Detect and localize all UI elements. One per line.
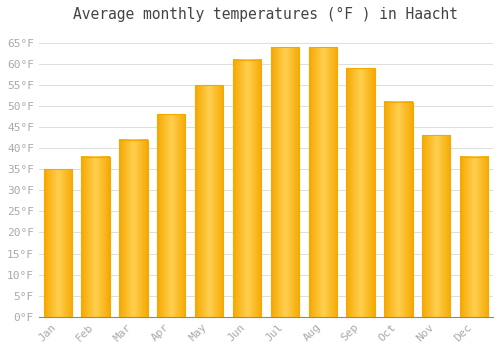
Bar xyxy=(422,135,450,317)
Bar xyxy=(270,47,299,317)
Bar xyxy=(346,68,375,317)
Bar xyxy=(44,169,72,317)
Bar xyxy=(195,85,224,317)
Bar xyxy=(233,60,261,317)
Bar xyxy=(119,140,148,317)
Bar xyxy=(460,156,488,317)
Bar xyxy=(157,114,186,317)
Bar xyxy=(82,156,110,317)
Title: Average monthly temperatures (°F ) in Haacht: Average monthly temperatures (°F ) in Ha… xyxy=(74,7,458,22)
Bar xyxy=(384,102,412,317)
Bar xyxy=(308,47,337,317)
